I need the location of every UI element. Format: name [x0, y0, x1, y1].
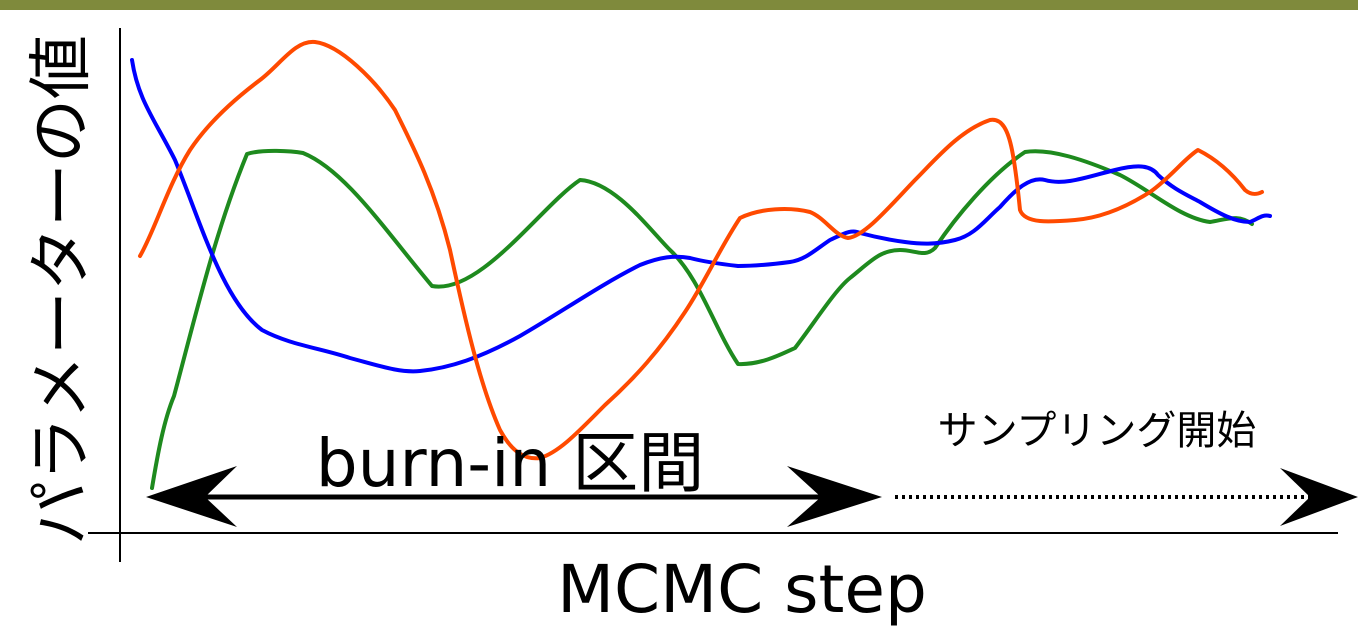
y-axis-label: パラメーターの値: [25, 35, 99, 545]
sampling-arrow-head: [1280, 468, 1358, 526]
burn-in-arrow-left-head: [146, 466, 237, 527]
sampling-start-label: サンプリング開始: [938, 408, 1257, 454]
x-axis-label: MCMC step: [557, 551, 927, 628]
top-rule: [0, 0, 1358, 10]
chain-trace-green: [150, 148, 1254, 490]
chain-trace-orange: [138, 39, 1264, 461]
burn-in-arrow-right-head: [787, 466, 882, 527]
chain-trace-blue: [130, 58, 1272, 374]
burn-in-label: burn-in 区間: [316, 425, 705, 502]
